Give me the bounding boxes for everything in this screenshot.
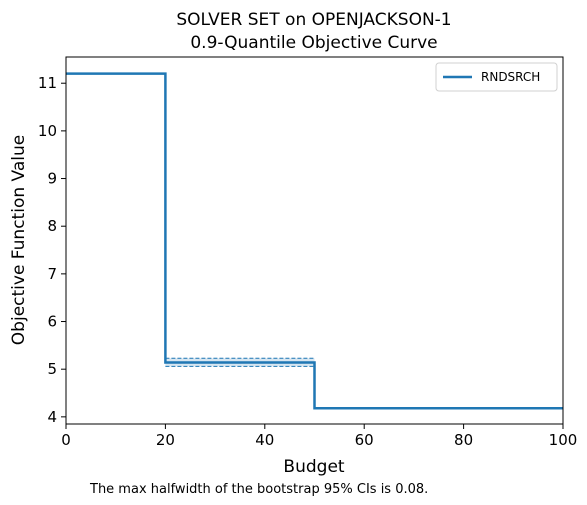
y-tick-label: 11 [38, 74, 57, 92]
chart-title: SOLVER SET on OPENJACKSON-1 0.9-Quantile… [176, 10, 451, 53]
x-tick-label: 40 [255, 431, 274, 449]
y-tick-label: 8 [47, 217, 57, 235]
y-tick-label: 9 [47, 170, 57, 188]
series-line-rndsrch [66, 72, 563, 410]
ci-caption: The max halfwidth of the bootstrap 95% C… [89, 482, 428, 497]
y-axis-label: Objective Function Value [9, 135, 29, 345]
x-tick-label: 60 [355, 431, 374, 449]
y-axis-ticks: 4 5 6 7 8 9 10 11 [38, 74, 66, 426]
x-tick-label: 80 [454, 431, 473, 449]
x-axis-label: Budget [283, 457, 344, 477]
plot-frame [65, 56, 564, 425]
x-tick-label: 100 [549, 431, 578, 449]
plot-area [66, 72, 563, 410]
y-tick-label: 6 [47, 313, 57, 331]
chart-title-line-1: SOLVER SET on OPENJACKSON-1 [176, 10, 451, 30]
y-tick-label: 7 [47, 265, 57, 283]
legend: RNDSRCH [435, 62, 558, 92]
legend-label-rndsrch: RNDSRCH [481, 70, 540, 84]
x-axis-ticks: 0 20 40 60 80 100 [61, 424, 577, 449]
x-tick-label: 20 [156, 431, 175, 449]
y-tick-label: 10 [38, 122, 57, 140]
y-tick-label: 5 [47, 360, 57, 378]
y-tick-label: 4 [47, 408, 57, 426]
chart-title-line-2: 0.9-Quantile Objective Curve [190, 33, 437, 53]
x-tick-label: 0 [61, 431, 71, 449]
legend-box [435, 62, 558, 92]
